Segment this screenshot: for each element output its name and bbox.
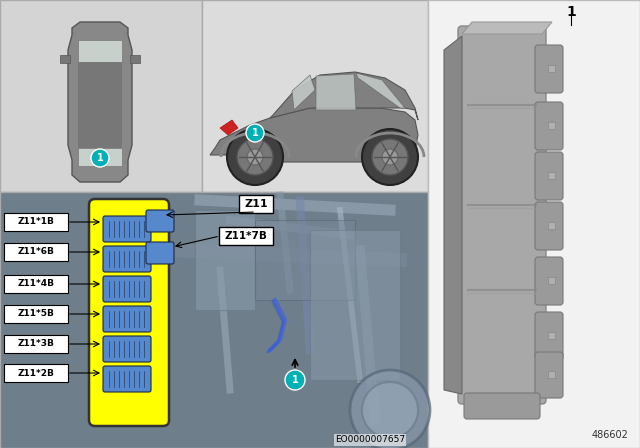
Bar [428, 0, 640, 448]
Bar [202, 0, 428, 192]
Text: Z11*6B: Z11*6B [17, 247, 54, 257]
Text: 1: 1 [252, 128, 259, 138]
Circle shape [227, 129, 283, 185]
Circle shape [91, 149, 109, 167]
FancyBboxPatch shape [4, 335, 68, 353]
FancyBboxPatch shape [219, 227, 273, 245]
Polygon shape [462, 22, 552, 34]
FancyBboxPatch shape [4, 243, 68, 261]
Polygon shape [356, 73, 405, 108]
FancyBboxPatch shape [4, 364, 68, 382]
FancyBboxPatch shape [464, 393, 540, 419]
Bar [548, 222, 555, 229]
Polygon shape [210, 108, 418, 162]
FancyBboxPatch shape [535, 257, 563, 305]
FancyBboxPatch shape [103, 246, 151, 272]
Bar [60, 55, 70, 63]
Bar [548, 172, 555, 179]
Bar [78, 62, 122, 148]
Text: Z11: Z11 [244, 199, 268, 209]
Text: Z11*4B: Z11*4B [17, 280, 54, 289]
Text: 1: 1 [97, 153, 104, 163]
Bar [78, 148, 122, 166]
FancyBboxPatch shape [4, 213, 68, 231]
Bar [548, 122, 555, 129]
FancyBboxPatch shape [535, 102, 563, 150]
FancyBboxPatch shape [535, 312, 563, 360]
Circle shape [247, 149, 263, 165]
Text: Z11*3B: Z11*3B [17, 340, 54, 349]
FancyBboxPatch shape [535, 152, 563, 200]
FancyBboxPatch shape [103, 306, 151, 332]
FancyBboxPatch shape [146, 242, 174, 264]
Bar [130, 55, 140, 63]
FancyBboxPatch shape [535, 45, 563, 93]
Circle shape [372, 139, 408, 175]
FancyBboxPatch shape [458, 26, 546, 404]
FancyBboxPatch shape [103, 276, 151, 302]
Circle shape [246, 124, 264, 142]
FancyBboxPatch shape [89, 199, 169, 426]
Text: 1: 1 [566, 5, 576, 19]
Text: EO0000007657: EO0000007657 [335, 435, 405, 444]
Bar [548, 332, 555, 339]
Bar [548, 65, 555, 72]
FancyBboxPatch shape [4, 305, 68, 323]
Circle shape [362, 129, 418, 185]
FancyBboxPatch shape [4, 275, 68, 293]
Bar [310, 230, 400, 380]
Bar [0, 0, 202, 192]
Text: 1: 1 [292, 375, 298, 385]
FancyBboxPatch shape [103, 216, 151, 242]
Text: Z11*7B: Z11*7B [225, 231, 268, 241]
Circle shape [285, 370, 305, 390]
Bar [78, 40, 122, 62]
Text: Z11*1B: Z11*1B [17, 217, 54, 227]
FancyBboxPatch shape [103, 366, 151, 392]
Polygon shape [270, 72, 418, 120]
FancyBboxPatch shape [535, 202, 563, 250]
Polygon shape [68, 22, 132, 182]
Bar [0, 192, 428, 448]
Text: Z11*2B: Z11*2B [17, 369, 54, 378]
Bar [255, 220, 355, 300]
Circle shape [382, 149, 398, 165]
Circle shape [362, 382, 418, 438]
Polygon shape [220, 120, 238, 135]
Text: Z11*5B: Z11*5B [17, 310, 54, 319]
FancyBboxPatch shape [146, 210, 174, 232]
Bar [548, 277, 555, 284]
Circle shape [237, 139, 273, 175]
Bar [195, 210, 255, 310]
FancyBboxPatch shape [239, 195, 273, 213]
Polygon shape [444, 36, 462, 394]
FancyBboxPatch shape [103, 336, 151, 362]
Text: 486602: 486602 [591, 430, 628, 440]
Polygon shape [292, 75, 315, 110]
Circle shape [350, 370, 430, 448]
FancyBboxPatch shape [535, 352, 563, 398]
Polygon shape [316, 74, 356, 110]
Bar [548, 371, 555, 378]
